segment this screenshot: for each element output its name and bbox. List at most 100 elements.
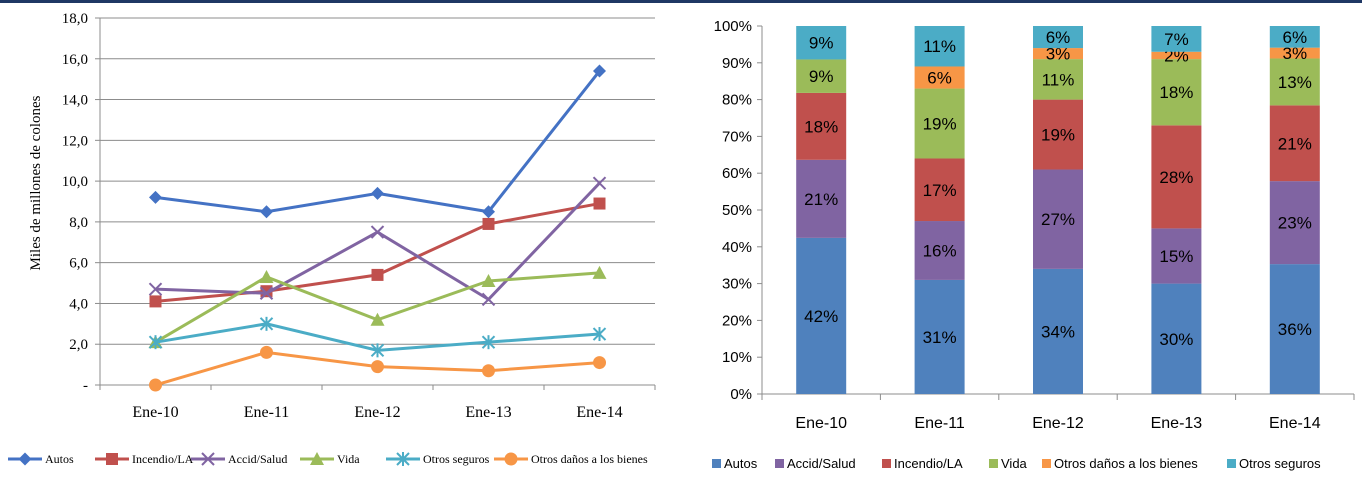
data-point-accid-salud [481, 292, 496, 307]
y-tick-label: 30% [722, 276, 752, 293]
data-label-otros-seguros: 7% [1164, 30, 1189, 49]
y-tick-label: 40% [722, 239, 752, 256]
data-point-otros-da-os-a-los-bienes [482, 364, 495, 378]
data-point-accid-salud-stroke [481, 292, 496, 307]
bar-segment-otros-seguros [1033, 26, 1083, 49]
bar-segment-vida [914, 88, 965, 159]
data-point-otros-da-os-a-los-bienes [149, 378, 162, 392]
data-label-accid-salud: 16% [923, 241, 957, 260]
y-tick-label: 70% [722, 128, 752, 145]
legend-item-incendio-la: Incendio/LA [882, 456, 963, 471]
data-label-autos: 31% [923, 328, 957, 347]
bar-segment-accid-salud [1269, 181, 1320, 265]
legend-item-autos: Autos [8, 452, 74, 466]
data-point-vida [592, 265, 607, 279]
legend-item-autos: Autos [712, 456, 758, 471]
data-label-otros-da-os-a-los-bienes: 3% [1046, 45, 1071, 64]
bar-segment-accid-salud [1151, 228, 1202, 284]
legend-swatch [1042, 459, 1051, 468]
x-tick-label: Ene-12 [354, 404, 400, 421]
y-tick-label: 60% [722, 165, 752, 182]
legend-item-accid-salud: Accid/Salud [775, 456, 856, 471]
bar-segment-vida [1033, 59, 1083, 100]
legend-label: Otros seguros [1239, 456, 1321, 471]
x-tick-label: Ene-11 [244, 404, 290, 421]
line-chart-series [148, 64, 607, 392]
legend-label: Otros seguros [423, 452, 490, 466]
legend-item-vida: Vida [989, 456, 1028, 471]
data-point-otros-da-os-a-los-bienes [371, 360, 384, 374]
bar-segment-accid-salud [1033, 169, 1083, 269]
bar-stack-ene-11: 31% 16% 17% 19% 6% 11% [914, 26, 965, 394]
data-point-accid-salud [370, 225, 385, 239]
data-label-vida: 11% [1042, 70, 1075, 89]
y-tick-label: 50% [722, 202, 752, 219]
legend-marker [310, 452, 324, 465]
legend-marker-stroke [201, 452, 215, 466]
data-point-accid-salud [592, 176, 607, 190]
series-otros-da-os-a-los-bienes [149, 345, 606, 392]
legend-label: Otros daños a los bienes [1054, 456, 1198, 471]
bar-segment-vida [796, 59, 847, 93]
data-label-vida: 18% [1159, 83, 1193, 102]
bar-stack-ene-14: 36% 23% 21% 13% 3%6% [1269, 26, 1320, 394]
legend-item-otros-da-os-a-los-bienes: Otros daños a los bienes [1042, 456, 1198, 471]
legend-marker [18, 452, 32, 466]
bar-stack-ene-12: 34% 27% 19% 11% 3%6% [1033, 26, 1083, 394]
bar-stack-ene-13: 30%15%28%18%2%7% [1151, 26, 1202, 394]
legend-label: Vida [337, 452, 360, 466]
stacked-bar-chart: 0% 10% 20% 30% 40% 50% 60% 70% 80% 90% 100% Ene-10 E… [712, 18, 1355, 471]
data-point-accid-salud-stroke [592, 176, 607, 190]
x-tick-label: Ene-11 [914, 415, 965, 432]
bar-chart-bars: 42% 21% 18% 9% 9% 31% 16% 17% 19% 6% 11% 34% 27% 19% 1… [796, 26, 1320, 394]
bar-segment-otros-da-os-a-los-bienes [1033, 48, 1083, 60]
bar-segment-accid-salud [796, 159, 847, 238]
data-label-incendio-la: 17% [923, 181, 957, 200]
data-label-vida: 13% [1278, 73, 1312, 92]
data-label-otros-seguros: 6% [1283, 28, 1308, 47]
bar-segment-autos [914, 279, 965, 394]
y-tick-label: 14,0 [62, 93, 88, 109]
data-point-autos [260, 205, 273, 219]
legend-item-otros-da-os-a-los-bienes: Otros daños a los bienes [494, 452, 648, 466]
y-tick-label: 80% [722, 92, 752, 109]
y-tick-label: 90% [722, 55, 752, 72]
x-tick-label: Ene-13 [1151, 415, 1203, 432]
data-point-accid-salud [148, 282, 163, 296]
data-point-incendio-la [149, 295, 162, 308]
bar-segment-autos [1269, 264, 1320, 394]
data-label-accid-salud: 21% [804, 190, 838, 209]
bar-segment-otros-seguros [914, 26, 965, 67]
data-point-autos [482, 205, 495, 219]
y-tick-label: 18,0 [62, 11, 88, 27]
y-tick-label: 6,0 [69, 256, 88, 272]
bar-segment-incendio-la [1151, 125, 1202, 229]
data-label-autos: 36% [1278, 320, 1312, 339]
legend-item-accid-salud: Accid/Salud [191, 452, 287, 466]
data-point-vida [370, 312, 385, 326]
y-tick-label: 4,0 [69, 296, 88, 312]
x-tick-label: Ene-10 [795, 415, 847, 432]
data-label-otros-seguros: 6% [1046, 28, 1071, 47]
y-tick-label: 100% [714, 18, 752, 35]
data-label-vida: 9% [809, 67, 834, 86]
data-point-otros-da-os-a-los-bienes [593, 356, 606, 370]
data-label-autos: 42% [804, 307, 838, 326]
data-label-incendio-la: 21% [1278, 134, 1312, 153]
legend-label: Autos [724, 456, 758, 471]
x-tick-label: Ene-14 [1269, 415, 1321, 432]
y-tick-label: 12,0 [62, 133, 88, 149]
data-label-incendio-la: 18% [804, 117, 838, 136]
data-label-incendio-la: 28% [1159, 168, 1193, 187]
legend-label: Vida [1001, 456, 1028, 471]
legend-swatch [989, 459, 998, 468]
legend-swatch [1227, 459, 1236, 468]
series-autos [149, 64, 606, 219]
bar-segment-accid-salud [914, 221, 965, 280]
bar-segment-vida [1269, 58, 1320, 106]
bar-segment-otros-seguros [1269, 26, 1320, 48]
legend-label: Accid/Salud [228, 452, 287, 466]
bar-segment-otros-da-os-a-los-bienes [1151, 51, 1202, 60]
bar-segment-otros-seguros [1151, 26, 1202, 52]
bar-segment-otros-da-os-a-los-bienes [1269, 47, 1320, 59]
